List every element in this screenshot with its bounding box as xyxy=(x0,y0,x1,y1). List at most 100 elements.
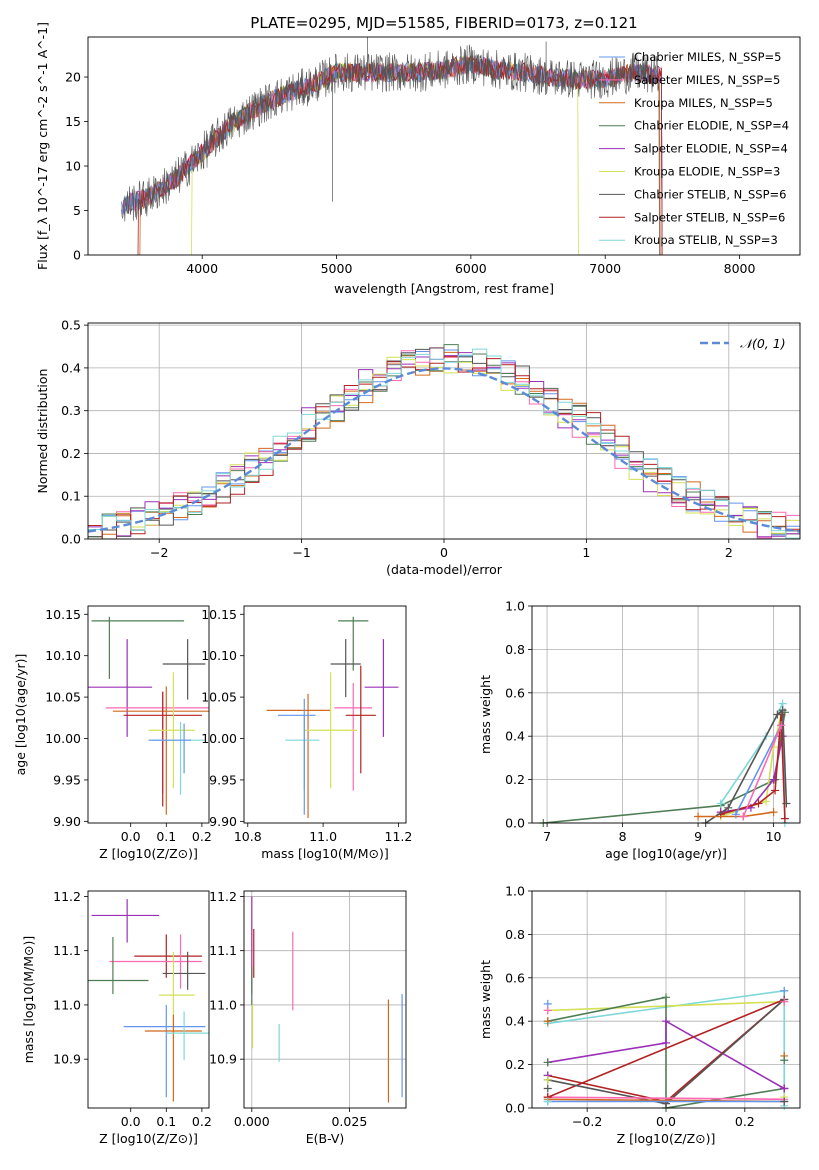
axes-frame xyxy=(87,605,210,824)
stacked-marker xyxy=(780,986,789,995)
y-axis-label: Flux [f_λ 10^-17 erg cm^-2 s^-1 A^-1] xyxy=(35,22,50,270)
x-axis-label: (data-model)/error xyxy=(386,562,503,577)
y-tick-label: 0.2 xyxy=(505,772,525,787)
x-tick-label: 7 xyxy=(543,829,551,844)
marker-salpeter-stelib xyxy=(754,799,763,808)
y-tick-label: 0.4 xyxy=(505,729,525,744)
x-axis-label: mass [log10(M/M⊙)] xyxy=(261,846,389,861)
y-tick-label: 15 xyxy=(65,114,81,129)
legend-entry-normal: 𝒩(0, 1) xyxy=(740,336,786,351)
marker-salpeter-stelib xyxy=(771,786,780,795)
axes-frame xyxy=(531,890,801,1109)
y-tick-label: 10.15 xyxy=(45,607,81,622)
marker-chabrier-stelib xyxy=(773,710,782,719)
y-tick-label: 0 xyxy=(73,248,81,263)
y-axis-label: age [log10(age/yr)] xyxy=(13,654,28,776)
x-tick-label: 0.1 xyxy=(156,1114,176,1129)
mass_weight_vs_age-panel: 7 8 9 10 0.0 0.2 0.4 0.6 0.8 1.0 age [log10(age/yr… xyxy=(478,599,801,861)
legend-entry-salpeter-stelib: Salpeter STELIB, N_SSP=6 xyxy=(634,210,785,224)
marker-salpeter-miles xyxy=(777,721,786,730)
axes-frame xyxy=(243,605,407,824)
y-tick-label: 10.00 xyxy=(201,731,237,746)
series-line-salpeter-miles xyxy=(742,725,782,817)
marker-chabrier-stelib xyxy=(782,799,791,808)
legend-entry-chabrier-stelib: Chabrier STELIB, N_SSP=6 xyxy=(634,187,786,201)
axes-frame xyxy=(87,890,210,1109)
x-tick-label: 9 xyxy=(694,829,702,844)
x-tick-label: 0.000 xyxy=(234,1114,270,1129)
legend: Chabrier MILES, N_SSP=5 Salpeter MILES, N… xyxy=(599,50,789,247)
y-tick-label: 0.1 xyxy=(61,489,81,504)
x-tick-label: 5000 xyxy=(321,261,353,276)
marker-kroupa-miles xyxy=(694,812,703,821)
x-tick-label: 0.2 xyxy=(735,1114,755,1129)
histogram-chabrier-stelib xyxy=(88,347,800,538)
y-tick-label: 0.3 xyxy=(61,403,81,418)
y-tick-label: 10.9 xyxy=(209,1052,237,1067)
marker-chabrier-stelib xyxy=(724,803,733,812)
spectrum-line-chabrier-stelib xyxy=(121,44,660,255)
x-tick-label: 11.2 xyxy=(385,829,413,844)
y-tick-label: 1.0 xyxy=(505,884,525,899)
x-tick-label: 0.0 xyxy=(121,829,141,844)
y-tick-label: 11.0 xyxy=(53,997,81,1012)
x-tick-label: 10 xyxy=(766,829,782,844)
y-tick-label: 10 xyxy=(65,159,81,174)
legend-entry-kroupa-miles: Kroupa MILES, N_SSP=5 xyxy=(634,96,773,110)
y-tick-label: 10.05 xyxy=(201,690,237,705)
chart-title: PLATE=0295, MJD=51585, FIBERID=0173, z=0… xyxy=(250,14,637,32)
y-axis-label: Normed distribution xyxy=(35,369,50,494)
x-tick-label: −2 xyxy=(150,545,168,560)
y-tick-label: 9.90 xyxy=(209,814,237,829)
legend-entry-chabrier-miles: Chabrier MILES, N_SSP=5 xyxy=(634,50,781,64)
y-axis-label: mass weight xyxy=(478,675,493,754)
marker-salpeter-miles xyxy=(739,812,748,821)
x-tick-label: 11.0 xyxy=(309,829,337,844)
y-tick-label: 10.9 xyxy=(53,1052,81,1067)
y-tick-label: 11.1 xyxy=(209,943,237,958)
stacked-marker xyxy=(780,1056,789,1065)
axes-frame xyxy=(87,322,801,540)
x-tick-label: −1 xyxy=(292,545,310,560)
x-tick-label: 0.0 xyxy=(121,1114,141,1129)
y-tick-label: 0.8 xyxy=(505,927,525,942)
y-tick-label: 9.90 xyxy=(53,814,81,829)
stacked-marker xyxy=(780,1084,789,1093)
y-tick-label: 0.6 xyxy=(505,970,525,985)
y-tick-label: 11.2 xyxy=(53,889,81,904)
y-tick-label: 0.6 xyxy=(505,685,525,700)
x-tick-label: 4000 xyxy=(186,261,218,276)
y-tick-label: 0.2 xyxy=(61,446,81,461)
y-tick-label: 10.10 xyxy=(45,648,81,663)
stacked-marker xyxy=(780,997,789,1006)
age_vs_mass-panel: 10.8 11.0 11.2 9.90 9.95 10.00 10.05 10.10 10.15… xyxy=(201,605,413,861)
y-tick-label: 9.95 xyxy=(209,772,237,787)
x-tick-label: 0.0 xyxy=(656,1114,676,1129)
x-tick-label: 8000 xyxy=(724,261,756,276)
stacked-marker xyxy=(543,1084,552,1093)
stacked-marker xyxy=(543,1058,552,1067)
x-tick-label: 1 xyxy=(582,545,590,560)
y-tick-label: 10.05 xyxy=(45,690,81,705)
normal-curve xyxy=(88,367,800,533)
y-tick-label: 0.0 xyxy=(505,1101,525,1116)
y-tick-label: 0.2 xyxy=(505,1057,525,1072)
x-tick-label: 0 xyxy=(440,545,448,560)
y-axis-label: mass weight xyxy=(478,960,493,1039)
stacked-marker xyxy=(780,1097,789,1106)
x-axis-label: Z [log10(Z/Z⊙)] xyxy=(99,846,198,861)
residuals-panel: −2 −1 0 1 2 0.0 0.1 0.2 0.3 0.4 0.5 (data-model)/er… xyxy=(35,318,801,577)
x-axis-label: age [log10(age/yr)] xyxy=(605,846,727,861)
series-line-salpeter-miles xyxy=(547,1096,785,1101)
y-tick-label: 0.4 xyxy=(505,1014,525,1029)
marker-salpeter-elodie xyxy=(662,1017,670,1026)
mass_weight_vs_Z-panel: −0.2 0.0 0.2 0.0 0.2 0.4 0.6 0.8 1.0 Z [log10(Z/Z… xyxy=(478,884,801,1146)
stacked-marker xyxy=(543,1097,552,1106)
marker-chabrier-miles xyxy=(731,810,740,819)
marker-salpeter-stelib xyxy=(780,814,789,823)
axes-frame xyxy=(531,605,801,824)
age_vs_Z-panel: 0.0 0.1 0.2 9.90 9.95 10.00 10.05 10.10 10.15 Z [… xyxy=(13,605,212,861)
y-tick-label: 0.0 xyxy=(61,532,81,547)
y-axis-label: mass [log10(M/M⊙)] xyxy=(21,936,36,1064)
